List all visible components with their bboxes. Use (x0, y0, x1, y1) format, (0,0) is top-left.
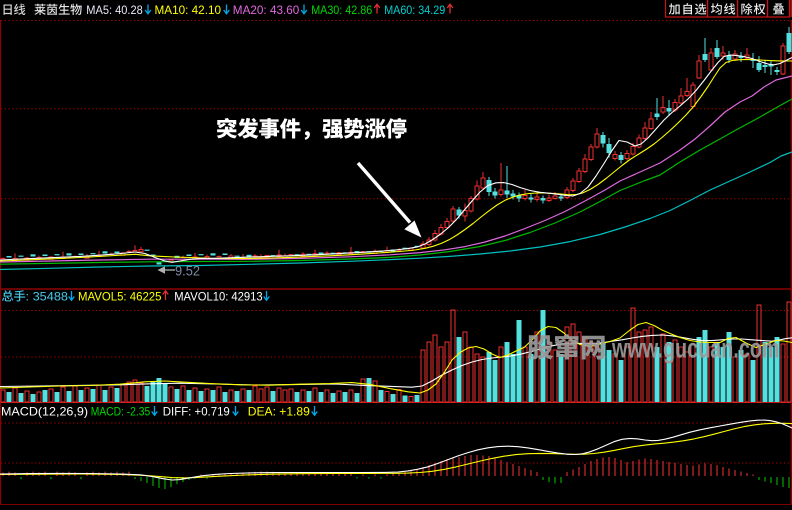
svg-text:MAVOL10: 42913: MAVOL10: 42913 (174, 290, 263, 304)
svg-text:9.52: 9.52 (175, 264, 200, 279)
svg-text:MA60: 34.29: MA60: 34.29 (384, 3, 445, 17)
svg-text:MA30: 42.86: MA30: 42.86 (311, 3, 372, 17)
svg-text:MA10: 42.10: MA10: 42.10 (155, 3, 222, 17)
svg-text:MA20: 43.60: MA20: 43.60 (233, 3, 300, 17)
svg-text:: 35488: : 35488 (26, 290, 69, 304)
svg-text:MAVOL5: 46225: MAVOL5: 46225 (78, 290, 162, 304)
svg-text:MACD(12,26,9): MACD(12,26,9) (1, 405, 88, 419)
svg-text:MA5: 40.28: MA5: 40.28 (86, 3, 143, 17)
svg-text:DEA: +1.89: DEA: +1.89 (248, 405, 310, 419)
svg-text:MACD: -2.35: MACD: -2.35 (91, 405, 151, 419)
svg-text:www.gucuan.com: www.gucuan.com (611, 333, 779, 364)
svg-text:DIFF: +0.719: DIFF: +0.719 (163, 405, 230, 419)
